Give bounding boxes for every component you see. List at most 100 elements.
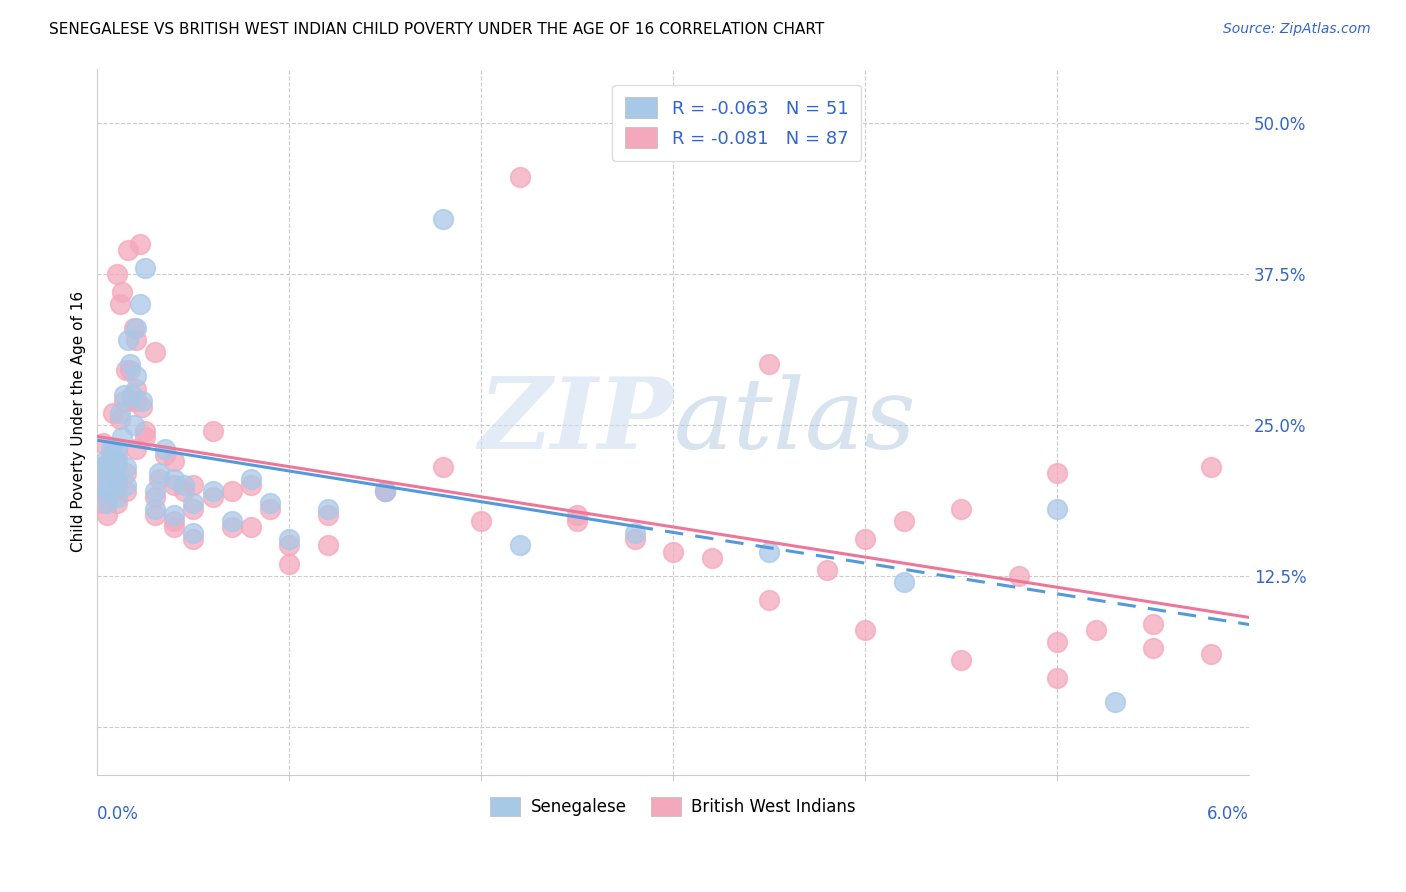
Point [125, 321, 148, 335]
Point [432, 212, 454, 227]
Point [278, 539, 301, 553]
Point [105, 454, 128, 468]
Point [110, 406, 132, 420]
Text: 0.0%: 0.0% [97, 805, 139, 823]
Point [125, 382, 148, 396]
Point [853, 623, 876, 637]
Point [117, 243, 139, 257]
Point [94, 454, 117, 468]
Text: SENEGALESE VS BRITISH WEST INDIAN CHILD POVERTY UNDER THE AGE OF 16 CORRELATION : SENEGALESE VS BRITISH WEST INDIAN CHILD … [49, 22, 824, 37]
Point [96, 484, 118, 499]
Point [221, 484, 243, 499]
Point [96, 508, 118, 523]
Point [97, 472, 120, 486]
Point [96, 490, 118, 504]
Point [183, 533, 205, 547]
Point [118, 363, 141, 377]
Text: Source: ZipAtlas.com: Source: ZipAtlas.com [1223, 22, 1371, 37]
Text: ZIP: ZIP [478, 374, 673, 470]
Point [100, 442, 122, 456]
Point [91, 496, 114, 510]
Point [432, 460, 454, 475]
Point [1104, 696, 1126, 710]
Point [624, 533, 647, 547]
Point [509, 170, 531, 185]
Point [950, 653, 973, 667]
Point [125, 442, 148, 456]
Point [173, 478, 195, 492]
Point [100, 478, 122, 492]
Point [815, 563, 838, 577]
Point [91, 478, 114, 492]
Point [1046, 466, 1069, 480]
Point [115, 363, 138, 377]
Point [509, 539, 531, 553]
Point [112, 387, 135, 401]
Point [105, 472, 128, 486]
Point [90, 478, 112, 492]
Text: atlas: atlas [673, 374, 915, 469]
Point [118, 357, 141, 371]
Point [239, 520, 262, 534]
Point [148, 472, 170, 486]
Point [278, 533, 301, 547]
Point [105, 490, 128, 504]
Point [163, 508, 186, 523]
Point [112, 393, 135, 408]
Point [125, 393, 148, 408]
Point [115, 466, 138, 480]
Point [316, 502, 339, 516]
Point [893, 514, 915, 528]
Point [567, 514, 589, 528]
Point [259, 502, 281, 516]
Point [101, 460, 124, 475]
Point [183, 496, 205, 510]
Point [758, 544, 780, 558]
Point [115, 484, 138, 499]
Point [105, 448, 128, 462]
Point [567, 508, 589, 523]
Point [115, 478, 138, 492]
Point [105, 442, 128, 456]
Point [125, 333, 148, 347]
Point [183, 478, 205, 492]
Point [90, 460, 112, 475]
Legend: Senegalese, British West Indians: Senegalese, British West Indians [484, 790, 863, 823]
Point [278, 557, 301, 571]
Point [121, 387, 143, 401]
Point [111, 285, 134, 299]
Point [1142, 641, 1164, 656]
Point [96, 496, 118, 510]
Point [758, 592, 780, 607]
Point [624, 526, 647, 541]
Point [143, 502, 166, 516]
Point [758, 357, 780, 371]
Point [148, 466, 170, 480]
Point [121, 393, 143, 408]
Point [101, 448, 124, 462]
Point [183, 526, 205, 541]
Point [122, 417, 145, 432]
Point [374, 484, 396, 499]
Point [110, 411, 132, 425]
Point [221, 514, 243, 528]
Point [110, 297, 132, 311]
Point [1046, 671, 1069, 685]
Point [1199, 647, 1222, 661]
Point [239, 472, 262, 486]
Point [239, 478, 262, 492]
Point [101, 406, 124, 420]
Point [94, 460, 117, 475]
Point [183, 502, 205, 516]
Point [1199, 460, 1222, 475]
Point [163, 472, 186, 486]
Point [950, 502, 973, 516]
Point [122, 321, 145, 335]
Point [201, 490, 224, 504]
Point [163, 454, 186, 468]
Point [173, 484, 195, 499]
Point [91, 435, 114, 450]
Point [662, 544, 685, 558]
Point [259, 496, 281, 510]
Point [143, 345, 166, 359]
